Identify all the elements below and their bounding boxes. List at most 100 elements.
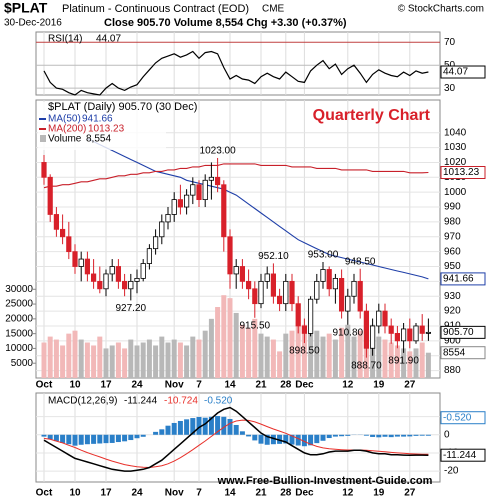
histogram-bar bbox=[103, 434, 109, 444]
y-tick-label: 1030 bbox=[444, 142, 467, 153]
volume-bar bbox=[407, 351, 413, 378]
candle-body bbox=[239, 266, 245, 282]
volume-bar bbox=[252, 318, 258, 378]
candle-body bbox=[84, 258, 90, 275]
histogram-bar bbox=[153, 431, 159, 435]
candle-body bbox=[196, 184, 202, 201]
x-tick-label: 12 bbox=[342, 380, 354, 391]
volume-bar bbox=[233, 312, 239, 378]
y-tick-label: 50 bbox=[444, 60, 456, 71]
x-tick-label: 24 bbox=[131, 380, 143, 391]
candle-body bbox=[109, 266, 115, 275]
volume-bar bbox=[122, 348, 128, 378]
x-tick-label: 17 bbox=[100, 488, 112, 499]
value-box-label: -11.244 bbox=[443, 450, 477, 461]
value-box-label: -0.520 bbox=[443, 412, 472, 423]
x-tick-label: Dec bbox=[295, 380, 314, 391]
value-box bbox=[440, 272, 486, 286]
histogram-bar bbox=[382, 434, 388, 437]
legend-name: RSI(14) bbox=[48, 34, 82, 45]
y2-tick-label: 15000 bbox=[5, 328, 33, 339]
candle-body bbox=[363, 310, 370, 349]
x-tick-label: 14 bbox=[224, 488, 236, 499]
x-tick-label: 21 bbox=[255, 488, 267, 499]
watermark: www.Free-Bullion-Investment-Guide.com bbox=[217, 475, 433, 487]
volume-bar bbox=[165, 342, 171, 378]
volume-bar bbox=[351, 336, 357, 378]
price-label: 915.50 bbox=[240, 320, 271, 331]
histogram-bar bbox=[221, 416, 227, 435]
volume-bar bbox=[153, 345, 159, 378]
candle-body bbox=[103, 273, 109, 290]
volume-bar bbox=[109, 345, 115, 378]
legend-name: Volume bbox=[48, 134, 82, 145]
x-tick-label: Dec bbox=[295, 488, 314, 499]
candle-body bbox=[140, 263, 146, 279]
candle-body bbox=[301, 325, 308, 334]
y-tick-label: 990 bbox=[444, 202, 461, 213]
candle-body bbox=[276, 295, 283, 305]
histogram-bar bbox=[190, 418, 196, 435]
x-tick-label: Nov bbox=[165, 380, 184, 391]
volume-bar bbox=[289, 330, 295, 378]
exchange: CME bbox=[262, 4, 285, 15]
instrument: Platinum - Continuous Contract (EOD) bbox=[62, 3, 249, 15]
candle-body bbox=[208, 176, 214, 181]
histogram-bar bbox=[320, 434, 326, 441]
legend-value: 1013.23 bbox=[88, 124, 125, 135]
volume-bar bbox=[196, 339, 202, 378]
x-tick-label: Nov bbox=[165, 488, 184, 499]
y-tick-label: 950 bbox=[444, 261, 461, 272]
price-label: 927.20 bbox=[116, 303, 147, 314]
candle-body bbox=[357, 280, 363, 312]
histogram-bar bbox=[252, 434, 258, 441]
volume-bar bbox=[128, 339, 134, 378]
legend-name: MA(50) bbox=[48, 114, 81, 125]
volume-bar bbox=[357, 330, 363, 378]
price-label: 948.50 bbox=[345, 256, 376, 267]
x-tick-label: 17 bbox=[100, 380, 112, 391]
volume-bar bbox=[146, 339, 152, 378]
volume-bar bbox=[332, 339, 338, 378]
histogram-bar bbox=[370, 434, 376, 437]
histogram-bar bbox=[394, 434, 400, 437]
candle-body bbox=[382, 310, 388, 327]
volume-bar bbox=[60, 345, 66, 378]
y2-tick-label: 30000 bbox=[5, 284, 33, 295]
candle-body bbox=[78, 258, 84, 267]
legend-bg bbox=[38, 102, 166, 150]
histogram-bar bbox=[72, 434, 78, 446]
histogram-bar bbox=[122, 434, 128, 442]
volume-bar bbox=[41, 342, 47, 378]
histogram-bar bbox=[47, 434, 53, 440]
candle-body bbox=[351, 280, 357, 297]
volume-bar bbox=[295, 321, 301, 378]
histogram-bar bbox=[413, 434, 419, 436]
histogram-bar bbox=[140, 434, 146, 437]
x-tick-label: 27 bbox=[404, 380, 416, 391]
volume-bar bbox=[339, 327, 345, 378]
y-tick-label: 880 bbox=[444, 365, 461, 376]
volume-bar bbox=[413, 348, 419, 378]
candle-body bbox=[252, 288, 258, 305]
legend-value: -10.724 bbox=[164, 396, 198, 407]
volume-bar bbox=[270, 339, 276, 378]
candle-body bbox=[128, 280, 134, 290]
x-tick-label: 28 bbox=[280, 488, 292, 499]
histogram-bar bbox=[53, 434, 59, 442]
histogram-bar bbox=[165, 425, 171, 435]
histogram-bar bbox=[208, 416, 214, 435]
candle-body bbox=[165, 214, 171, 223]
y-tick-label: 900 bbox=[444, 335, 461, 346]
volume-bar bbox=[314, 330, 320, 378]
candle-body bbox=[326, 269, 332, 290]
price-label: 898.50 bbox=[289, 346, 320, 357]
histogram-bar bbox=[97, 434, 103, 444]
x-tick-label: Oct bbox=[36, 380, 53, 391]
value-box bbox=[440, 448, 486, 462]
histogram-bar bbox=[233, 424, 239, 435]
histogram-bar bbox=[177, 420, 183, 435]
volume-bar bbox=[419, 342, 425, 378]
value-box bbox=[440, 65, 486, 79]
candle-body bbox=[283, 280, 289, 305]
